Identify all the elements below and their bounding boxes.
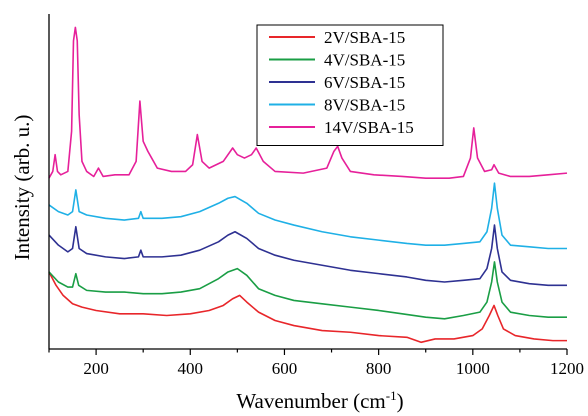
axis-labels: Wavenumber (cm-1) Intensity (arb. u.) <box>10 115 404 413</box>
series-line-4v-sba-15 <box>48 261 567 320</box>
x-tick-label: 400 <box>178 359 204 378</box>
legend-label: 14V/SBA-15 <box>324 118 414 137</box>
series-line-8v-sba-15 <box>48 182 567 250</box>
x-tick-label: 600 <box>272 359 298 378</box>
legend-label: 2V/SBA-15 <box>324 28 405 47</box>
series-line-14v-sba-15 <box>48 26 568 179</box>
x-tick-label: 800 <box>366 359 392 378</box>
x-axis-title: Wavenumber (cm-1) <box>236 388 403 413</box>
series-line-6v-sba-15 <box>48 224 567 287</box>
axes-layer: 200 400 600 800 1000 1200 <box>48 14 584 378</box>
x-tick-label: 1200 <box>550 359 584 378</box>
series-line-2v-sba-15 <box>48 271 567 344</box>
x-tick-label: 200 <box>83 359 109 378</box>
legend-label: 8V/SBA-15 <box>324 96 405 115</box>
legend: 2V/SBA-15 4V/SBA-15 6V/SBA-15 8V/SBA-15 14V/… <box>256 24 444 146</box>
legend-label: 4V/SBA-15 <box>324 51 405 70</box>
legend-label: 6V/SBA-15 <box>324 73 405 92</box>
legend-box <box>256 24 444 146</box>
y-axis-title: Intensity (arb. u.) <box>10 115 34 261</box>
x-tick-label: 1000 <box>456 359 490 378</box>
series-layer <box>48 26 568 344</box>
